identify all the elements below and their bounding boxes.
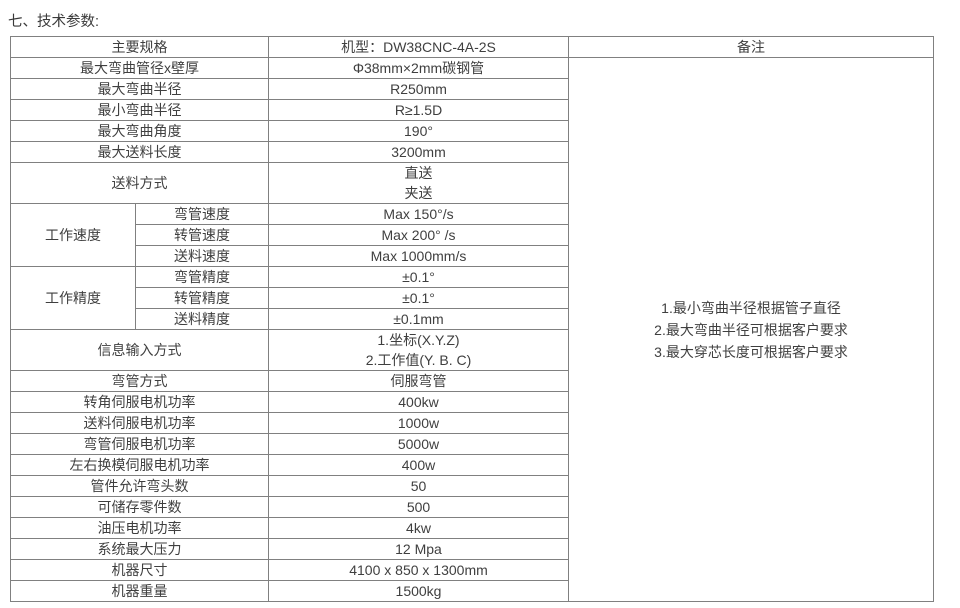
remark-line: 3.最大穿芯长度可根据客户要求 (654, 343, 848, 360)
group-label: 工作精度 (10, 266, 136, 330)
row-value: 190° (268, 120, 569, 142)
row-value: 1.坐标(X.Y.Z) 2.工作值(Y. B. C) (268, 329, 569, 371)
page-title: 七、技术参数: (8, 14, 100, 30)
row-value: 4100 x 850 x 1300mm (268, 559, 569, 581)
value-line: 2.工作值(Y. B. C) (365, 352, 472, 368)
table-row: 送料方式 直送 夹送 (10, 162, 934, 204)
remark-line: 2.最大弯曲半径可根据客户要求 (654, 321, 848, 338)
header-model: 机型：DW38CNC-4A-2S (268, 36, 569, 58)
sub-label: 送料速度 (135, 245, 269, 267)
row-label: 管件允许弯头数 (10, 475, 269, 497)
row-label: 最大送料长度 (10, 141, 269, 163)
header-spec: 主要规格 (10, 36, 269, 58)
row-label: 最大弯曲半径 (10, 78, 269, 100)
value-line: 夹送 (404, 185, 433, 201)
header-remark: 备注 (568, 36, 934, 58)
table-row: 最大弯曲管径x壁厚 Φ38mm×2mm碳钢管 1.最小弯曲半径根据管子直径 2.… (10, 57, 934, 602)
row-value: 4kw (268, 517, 569, 539)
table-row: 转角伺服电机功率 400kw (10, 391, 934, 413)
table-row: 机器重量 1500kg (10, 580, 934, 602)
row-label: 信息输入方式 (10, 329, 269, 371)
sub-label: 转管速度 (135, 224, 269, 246)
row-value: Max 1000mm/s (268, 245, 569, 267)
row-label: 可储存零件数 (10, 496, 269, 518)
row-value: 400kw (268, 391, 569, 413)
table-row: 信息输入方式 1.坐标(X.Y.Z) 2.工作值(Y. B. C) (10, 329, 934, 371)
sub-label: 弯管速度 (135, 203, 269, 225)
row-value: R≥1.5D (268, 99, 569, 121)
row-value: 伺服弯管 (268, 370, 569, 392)
row-value: 50 (268, 475, 569, 497)
row-label: 送料方式 (10, 162, 269, 204)
row-label: 机器重量 (10, 580, 269, 602)
value-line: 1.坐标(X.Y.Z) (377, 332, 460, 348)
row-value: Max 150°/s (268, 203, 569, 225)
table-row: 工作速度 弯管速度 Max 150°/s (10, 203, 934, 267)
row-label: 最小弯曲半径 (10, 99, 269, 121)
row-label: 系统最大压力 (10, 538, 269, 560)
sub-label: 弯管精度 (135, 266, 269, 288)
row-label: 转角伺服电机功率 (10, 391, 269, 413)
row-value: 12 Mpa (268, 538, 569, 560)
remarks-cell: 1.最小弯曲半径根据管子直径 2.最大弯曲半径可根据客户要求 3.最大穿芯长度可… (568, 57, 934, 602)
row-value: Max 200° /s (268, 224, 569, 246)
table-row: 可储存零件数 500 (10, 496, 934, 518)
row-value: Φ38mm×2mm碳钢管 (268, 57, 569, 79)
table-row: 转管速度 Max 200° /s (11, 224, 934, 246)
table-row: 系统最大压力 12 Mpa (10, 538, 934, 560)
row-value: R250mm (268, 78, 569, 100)
value-line: 直送 (404, 165, 433, 181)
row-label: 左右换模伺服电机功率 (10, 454, 269, 476)
table-row: 机器尺寸 4100 x 850 x 1300mm (10, 559, 934, 581)
table-row: 最大弯曲角度 190° (10, 120, 934, 142)
group-label: 工作速度 (10, 203, 136, 267)
row-label: 油压电机功率 (10, 517, 269, 539)
spec-table: 主要规格 机型：DW38CNC-4A-2S 备注 最大弯曲管径x壁厚 Φ38mm… (10, 36, 934, 602)
table-row: 转管精度 ±0.1° (11, 287, 934, 309)
table-row: 送料速度 Max 1000mm/s (11, 245, 934, 267)
row-value: ±0.1° (268, 287, 569, 309)
row-label: 弯管方式 (10, 370, 269, 392)
table-row: 工作精度 弯管精度 ±0.1° (10, 266, 934, 330)
row-value: 直送 夹送 (268, 162, 569, 204)
table-row: 弯管方式 伺服弯管 (10, 370, 934, 392)
sub-label: 送料精度 (135, 308, 269, 330)
row-value: 3200mm (268, 141, 569, 163)
row-value: 500 (268, 496, 569, 518)
row-value: 5000w (268, 433, 569, 455)
sub-label: 转管精度 (135, 287, 269, 309)
row-value: 400w (268, 454, 569, 476)
table-row: 送料伺服电机功率 1000w (10, 412, 934, 434)
header-row: 主要规格 机型：DW38CNC-4A-2S 备注 (10, 36, 934, 58)
row-value: ±0.1° (268, 266, 569, 288)
remark-line: 1.最小弯曲半径根据管子直径 (661, 299, 841, 316)
row-label: 最大弯曲角度 (10, 120, 269, 142)
row-label: 送料伺服电机功率 (10, 412, 269, 434)
row-label: 弯管伺服电机功率 (10, 433, 269, 455)
row-label: 最大弯曲管径x壁厚 (10, 57, 269, 79)
row-value: ±0.1mm (268, 308, 569, 330)
row-value: 1000w (268, 412, 569, 434)
row-label: 机器尺寸 (10, 559, 269, 581)
row-value: 1500kg (268, 580, 569, 602)
